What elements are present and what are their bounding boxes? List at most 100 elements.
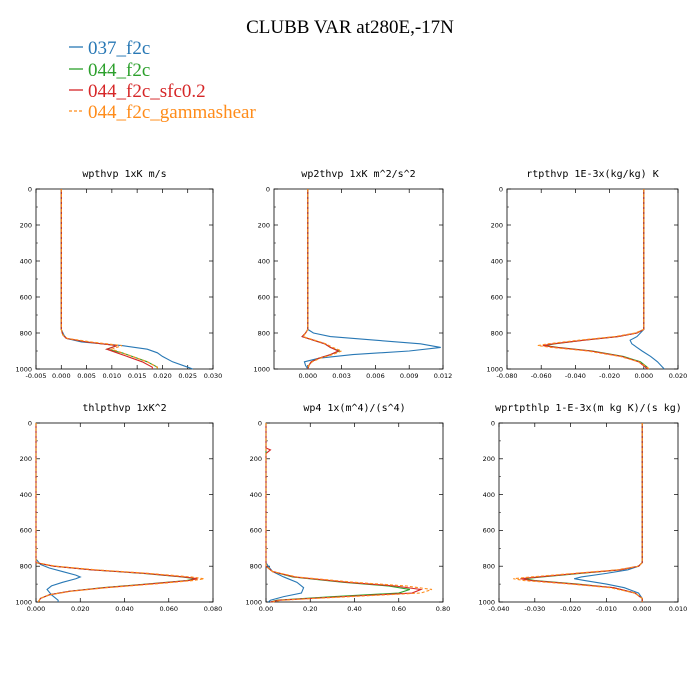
y-tick-label: 1000 xyxy=(486,365,503,373)
panel-2: rtpthvp 1E-3x(kg/kg) K02004006008001000-… xyxy=(486,169,687,380)
y-tick-label: 600 xyxy=(258,293,270,301)
x-tick-label: -0.060 xyxy=(531,372,552,380)
x-tick-label: 0.40 xyxy=(347,605,361,613)
x-tick-label: 0.003 xyxy=(332,372,351,380)
panel-title: thlpthvp 1xK^2 xyxy=(82,403,166,414)
y-tick-label: 400 xyxy=(483,491,495,499)
y-tick-label: 200 xyxy=(258,221,270,229)
x-tick-label: 0.20 xyxy=(303,605,317,613)
legend-label-0: 037_f2c xyxy=(88,38,150,59)
y-tick-label: 200 xyxy=(20,455,32,463)
x-tick-label: -0.020 xyxy=(599,372,620,380)
series-line-044_f2c_sfc0.2 xyxy=(301,189,340,370)
legend-label-1: 044_f2c xyxy=(88,60,150,81)
y-tick-label: 200 xyxy=(20,221,32,229)
y-tick-label: 1000 xyxy=(15,598,32,606)
y-tick-label: 600 xyxy=(483,527,495,535)
legend-label-3: 044_f2c_gammashear xyxy=(88,102,256,123)
x-tick-label: 0.060 xyxy=(159,605,178,613)
x-tick-label: 0.010 xyxy=(103,372,122,380)
series-line-037_f2c xyxy=(60,189,193,370)
series-line-044_f2c_gammashear xyxy=(537,189,650,370)
y-tick-label: 600 xyxy=(20,293,32,301)
y-tick-label: 1000 xyxy=(253,365,270,373)
x-tick-label: 0.80 xyxy=(436,605,450,613)
legend: 037_f2c 044_f2c 044_f2c_sfc0.2 044_f2c_g… xyxy=(69,38,256,123)
x-tick-label: -0.040 xyxy=(565,372,586,380)
x-tick-label: 0.000 xyxy=(634,372,653,380)
panels-container: wpthvp 1xK m/s 0 200 400 600 800 1000 -0.005 0.0… xyxy=(15,169,687,613)
series-line-044_f2c_sfc0.2 xyxy=(520,423,643,602)
x-tick-label: 0.020 xyxy=(71,605,90,613)
x-tick-label: 0.000 xyxy=(633,605,652,613)
x-tick-label: -0.010 xyxy=(596,605,617,613)
y-tick-label: 600 xyxy=(491,293,503,301)
y-tick-label: 800 xyxy=(258,329,270,337)
panel-title: wpthvp 1xK m/s xyxy=(82,169,166,180)
series-line-044_f2c_gammashear xyxy=(265,423,433,603)
series-line-044_f2c_gammashear xyxy=(302,189,344,370)
series-line-044_f2c_gammashear xyxy=(513,423,643,602)
x-tick-label: -0.020 xyxy=(560,605,581,613)
y-tick-label: 400 xyxy=(20,257,32,265)
y-tick-label: 0 xyxy=(28,185,32,193)
y-tick-label: 800 xyxy=(483,563,495,571)
x-tick-label: 0.009 xyxy=(400,372,419,380)
x-tick-label: 0.010 xyxy=(669,605,688,613)
series-line-044_f2c_gammashear xyxy=(35,423,205,603)
series-line-044_f2c_gammashear xyxy=(60,189,158,369)
x-tick-label: 0.000 xyxy=(52,372,71,380)
x-tick-label: 0.015 xyxy=(128,372,147,380)
panel-title: rtpthvp 1E-3x(kg/kg) K xyxy=(526,169,658,180)
y-tick-label: 800 xyxy=(491,329,503,337)
x-tick-label: -0.005 xyxy=(26,372,47,380)
y-tick-label: 800 xyxy=(20,329,32,337)
y-tick-label: 200 xyxy=(491,221,503,229)
x-tick-label: 0.030 xyxy=(204,372,223,380)
x-tick-label: 0.60 xyxy=(392,605,406,613)
x-tick-label: -0.080 xyxy=(497,372,518,380)
y-tick-label: 400 xyxy=(258,257,270,265)
x-tick-label: 0.025 xyxy=(178,372,197,380)
x-tick-label: 0.020 xyxy=(153,372,172,380)
x-tick-label: 0.000 xyxy=(298,372,317,380)
x-tick-label: 0.000 xyxy=(27,605,46,613)
y-tick-label: 600 xyxy=(250,527,262,535)
panel-title: wp2thvp 1xK m^2/s^2 xyxy=(301,169,415,180)
panel-0: wpthvp 1xK m/s 0 200 400 600 800 1000-0.005 0.0… xyxy=(15,169,222,380)
x-tick-label: 0.006 xyxy=(366,372,385,380)
y-tick-label: 1000 xyxy=(478,598,495,606)
series-line-037_f2c xyxy=(303,189,441,370)
y-tick-label: 1000 xyxy=(245,598,262,606)
y-tick-label: 0 xyxy=(499,185,503,193)
x-tick-label: 0.080 xyxy=(204,605,223,613)
y-tick-label: 200 xyxy=(483,455,495,463)
y-tick-label: 0 xyxy=(28,419,32,427)
y-tick-label: 400 xyxy=(20,491,32,499)
y-tick-label: 400 xyxy=(250,491,262,499)
y-tick-label: 0 xyxy=(258,419,262,427)
x-tick-label: 0.00 xyxy=(259,605,273,613)
y-tick-label: 400 xyxy=(491,257,503,265)
panel-5: wprtpthlp 1-E-3x(m kg K)/(s kg)0 200 400 60… xyxy=(478,403,687,613)
y-tick-label: 600 xyxy=(20,527,32,535)
x-tick-label: 0.040 xyxy=(115,605,134,613)
series-line-037_f2c xyxy=(35,423,82,602)
panel-title: wp4 1x(m^4)/(s^4) xyxy=(303,403,405,414)
y-tick-label: 800 xyxy=(20,563,32,571)
series-line-037_f2c xyxy=(265,423,305,603)
x-tick-label: -0.040 xyxy=(489,605,510,613)
series-line-044_f2c_sfc0.2 xyxy=(265,423,424,603)
x-tick-label: -0.030 xyxy=(524,605,545,613)
y-tick-label: 0 xyxy=(266,185,270,193)
y-tick-label: 200 xyxy=(250,455,262,463)
panel-title: wprtpthlp 1-E-3x(m kg K)/(s kg) xyxy=(495,403,682,414)
y-tick-label: 0 xyxy=(491,419,495,427)
legend-label-2: 044_f2c_sfc0.2 xyxy=(88,81,206,102)
x-tick-label: 0.012 xyxy=(434,372,453,380)
x-tick-label: 0.020 xyxy=(669,372,688,380)
series-line-037_f2c xyxy=(629,189,665,370)
x-tick-label: 0.005 xyxy=(77,372,96,380)
